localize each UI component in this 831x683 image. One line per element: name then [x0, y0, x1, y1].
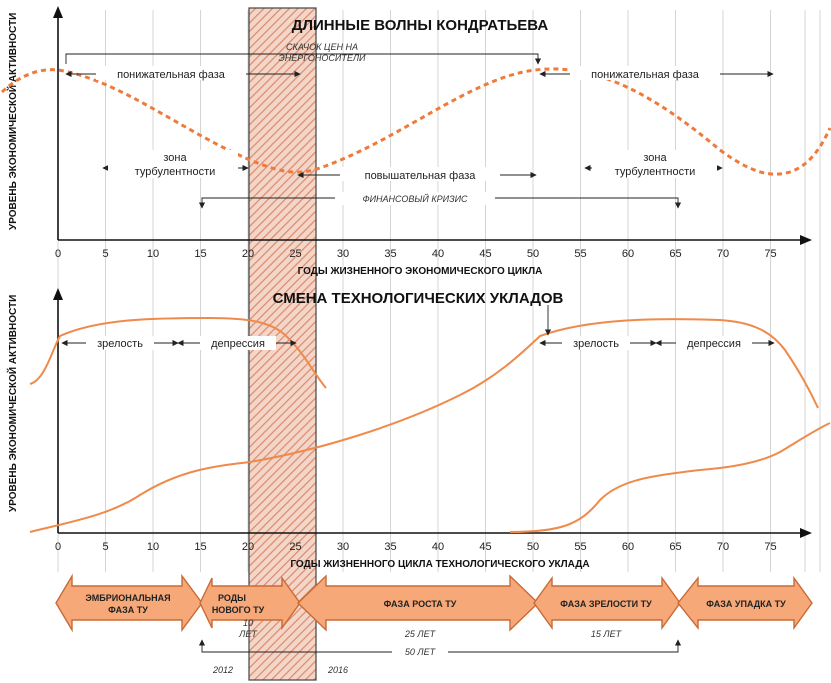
top-tick-label: 60 [622, 248, 634, 260]
total-years-label: 50 ЛЕТ [405, 647, 437, 657]
total-years-bg [392, 645, 448, 658]
bottom-tick-label: 35 [384, 541, 396, 553]
bottom-tick-label: 20 [242, 541, 254, 553]
down-phase-1-label: понижательная фаза [117, 69, 226, 81]
bottom-tick-labels: 0 5 10 15 20 25 30 35 40 45 50 55 60 65 70 75 [55, 541, 777, 553]
up-phase-bg [340, 167, 500, 181]
bottom-tick-label: 40 [432, 541, 444, 553]
bottom-tick-label: 70 [717, 541, 729, 553]
bottom-tick-label: 65 [669, 541, 681, 553]
phase-birth-years-line2: ЛЕТ [238, 629, 258, 639]
phase-birth-line2: НОВОГО ТУ [212, 605, 265, 615]
top-tick-label: 70 [717, 248, 729, 260]
bottom-tick-label: 25 [289, 541, 301, 553]
depression-2-label: депрессия [687, 338, 741, 350]
bottom-tick-label: 60 [622, 541, 634, 553]
financial-crisis-label: ФИНАНСОВЫЙ КРИЗИС [362, 193, 468, 204]
top-tick-label: 45 [479, 248, 491, 260]
depression-1-label: депрессия [211, 338, 265, 350]
bottom-tick-label: 10 [147, 541, 159, 553]
top-tick-labels: 0 5 10 15 20 25 30 35 40 45 50 55 60 65 70 75 [55, 248, 777, 260]
top-tick-label: 20 [242, 248, 254, 260]
financial-crisis-bg [335, 192, 495, 205]
top-tick-label: 75 [764, 248, 776, 260]
maturity-1-label: зрелость [97, 338, 143, 350]
energy-label-line1: СКАЧОК ЦЕН НА [286, 42, 358, 52]
down-phase-2-bg [570, 66, 720, 80]
bottom-tick-label: 30 [337, 541, 349, 553]
top-x-axis-arrow [800, 235, 812, 245]
phase-decline-label: ФАЗА УПАДКА ТУ [706, 599, 786, 609]
bottom-y-axis-arrow [53, 288, 63, 300]
bottom-chart: СМЕНА ТЕХНОЛОГИЧЕСКИХ УКЛАДОВ УРОВЕНЬ ЭК… [6, 288, 831, 570]
top-tick-label: 30 [337, 248, 349, 260]
maturity-2-label: зрелость [573, 338, 619, 350]
turbulence-1-line1: зона [163, 152, 187, 164]
phase-embryonic-line1: ЭМБРИОНАЛЬНАЯ [85, 593, 170, 603]
top-chart: ДЛИННЫЕ ВОЛНЫ КОНДРАТЬЕВА УРОВЕНЬ ЭКОНОМ… [0, 6, 831, 277]
top-y-axis-arrow [53, 6, 63, 18]
top-tick-label: 55 [574, 248, 586, 260]
year-end-label: 2016 [327, 665, 348, 675]
bottom-tick-label: 0 [55, 541, 61, 553]
phase-decline-arrow [677, 575, 813, 631]
maturity-1-bg [86, 336, 154, 350]
top-tick-label: 15 [194, 248, 206, 260]
turbulence-1-line2: турбулентности [135, 166, 216, 178]
previous-mode-curve [29, 316, 327, 389]
top-y-axis-label: УРОВЕНЬ ЭКОНОМИЧЕСКОЙ АКТИВНОСТИ [6, 13, 19, 230]
kondratiev-wave [0, 67, 831, 176]
bottom-x-axis-arrow [800, 528, 812, 538]
bottom-x-axis-label: ГОДЫ ЖИЗНЕННОГО ЦИКЛА ТЕХНОЛОГИЧЕСКОГО У… [290, 559, 589, 570]
bottom-tick-label: 55 [574, 541, 586, 553]
turbulence-2-line2: турбулентности [615, 166, 696, 178]
turbulence-1-bg [108, 150, 238, 178]
turbulence-2-bg [592, 150, 717, 178]
energy-label-line2: ЭНЕРГОНОСИТЕЛИ [279, 53, 366, 63]
top-tick-label: 50 [527, 248, 539, 260]
top-chart-title: ДЛИННЫЕ ВОЛНЫ КОНДРАТЬЕВА [292, 17, 549, 34]
up-phase-label: повышательная фаза [365, 170, 477, 182]
bottom-tick-label: 75 [764, 541, 776, 553]
depression-2-bg [676, 336, 752, 350]
energy-price-bracket [65, 53, 542, 65]
bottom-y-axis-label: УРОВЕНЬ ЭКОНОМИЧЕСКОЙ АКТИВНОСТИ [6, 295, 19, 512]
top-x-axis-label: ГОДЫ ЖИЗНЕННОГО ЭКОНОМИЧЕСКОГО ЦИКЛА [298, 266, 543, 277]
top-tick-label: 65 [669, 248, 681, 260]
top-tick-label: 5 [102, 248, 108, 260]
bottom-tick-label: 45 [479, 541, 491, 553]
down-phase-2-label: понижательная фаза [591, 69, 700, 81]
bottom-tick-label: 15 [194, 541, 206, 553]
top-tick-label: 25 [289, 248, 301, 260]
depression-1-bg [200, 336, 276, 350]
down-phase-1-bg [96, 66, 246, 80]
maturity-2-bg [562, 336, 630, 350]
bottom-tick-label: 50 [527, 541, 539, 553]
top-tick-label: 35 [384, 248, 396, 260]
bottom-chart-title: СМЕНА ТЕХНОЛОГИЧЕСКИХ УКЛАДОВ [273, 290, 564, 307]
bottom-tick-label: 5 [102, 541, 108, 553]
top-tick-label: 40 [432, 248, 444, 260]
phase-maturity-label: ФАЗА ЗРЕЛОСТИ ТУ [560, 599, 652, 609]
phase-growth-label: ФАЗА РОСТА ТУ [384, 599, 457, 609]
phase-growth-years: 25 ЛЕТ [404, 629, 437, 639]
turbulence-2-line1: зона [643, 152, 667, 164]
phase-birth-years-line1: 10 [243, 618, 253, 628]
phase-arrows: ЭМБРИОНАЛЬНАЯ ФАЗА ТУ РОДЫ НОВОГО ТУ 10 … [55, 573, 813, 675]
year-start-label: 2012 [212, 665, 233, 675]
phase-embryonic-line2: ФАЗА ТУ [108, 605, 148, 615]
phase-maturity-years: 15 ЛЕТ [591, 629, 623, 639]
phase-birth-line1: РОДЫ [218, 593, 246, 603]
top-tick-label: 10 [147, 248, 159, 260]
current-mode-curve [29, 318, 819, 533]
next-mode-curve [509, 422, 831, 533]
phase-embryonic-arrow [55, 573, 203, 633]
top-tick-label: 0 [55, 248, 61, 260]
